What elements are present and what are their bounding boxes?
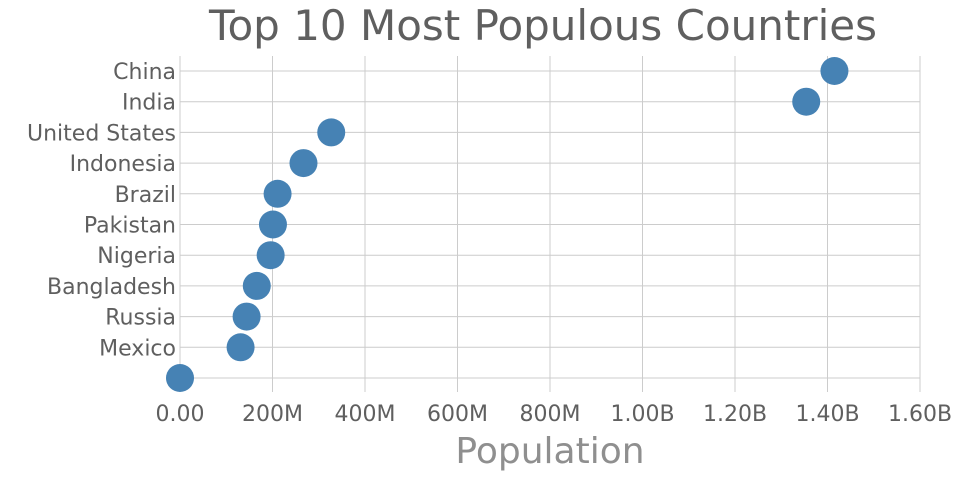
data-points [166, 57, 849, 392]
data-point [792, 87, 821, 116]
data-point [232, 302, 261, 331]
y-tick-label: China [113, 60, 176, 85]
y-tick-label: India [122, 91, 176, 116]
x-axis-title: Population [455, 431, 644, 472]
data-point [226, 333, 255, 362]
x-tick-label: 1.40B [795, 402, 859, 427]
chart-title: Top 10 Most Populous Countries [208, 1, 877, 50]
data-point [263, 179, 292, 208]
y-tick-label: Russia [105, 306, 176, 331]
y-tick-label: Pakistan [84, 214, 176, 239]
y-gridlines [180, 70, 920, 379]
data-point [258, 210, 287, 239]
y-tick-label: Bangladesh [47, 275, 176, 300]
data-point [317, 118, 346, 147]
x-tick-label: 1.00B [610, 402, 674, 427]
data-point [256, 241, 285, 270]
data-point [289, 149, 318, 178]
x-tick-label: 1.60B [888, 402, 952, 427]
x-tick-label: 600M [427, 402, 488, 427]
x-tick-label: 800M [520, 402, 581, 427]
y-tick-label: Mexico [99, 336, 176, 361]
y-tick-labels: China India United States Indonesia Brazil Pa… [27, 60, 176, 361]
y-tick-label: Nigeria [97, 244, 176, 269]
data-point [166, 364, 194, 392]
y-tick-label: Indonesia [70, 152, 176, 177]
y-tick-label: Brazil [115, 183, 176, 208]
x-tick-label: 400M [335, 402, 396, 427]
data-point [242, 271, 271, 300]
x-tick-label: 200M [242, 402, 303, 427]
y-tick-label: United States [27, 121, 176, 146]
x-tick-labels: 0.00 200M 400M 600M 800M 1.00B 1.20B 1.40B 1.60B [156, 402, 953, 427]
x-tick-label: 0.00 [156, 402, 205, 427]
x-tick-label: 1.20B [703, 402, 767, 427]
data-point [820, 57, 849, 85]
